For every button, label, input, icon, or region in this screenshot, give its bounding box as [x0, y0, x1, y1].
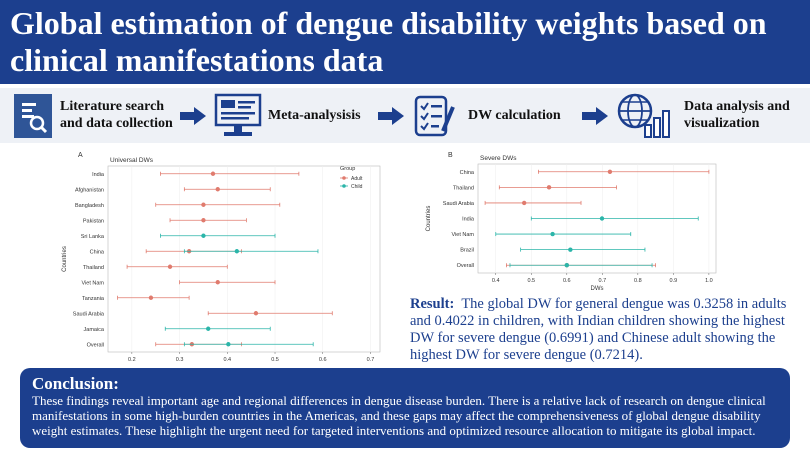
y-tick-label: Saudi Arabia — [443, 201, 475, 207]
y-tick-label: Thailand — [453, 185, 474, 191]
y-tick-label: Saudi Arabia — [73, 311, 105, 317]
y-tick-label: Viet Nam — [81, 280, 104, 286]
x-tick-label: 0.6 — [563, 278, 571, 284]
result-text: The global DW for general dengue was 0.3… — [410, 296, 787, 363]
legend-swatch — [342, 176, 346, 180]
estimate-point — [210, 171, 216, 176]
y-tick-label: Brazil — [460, 248, 474, 254]
y-tick-label: China — [460, 170, 475, 176]
page-title: Global estimation of dengue disability w… — [10, 5, 767, 78]
checklist-icon — [414, 95, 455, 137]
estimate-point — [546, 185, 552, 190]
forest-plot-universal: A Universal DWs Countries 0.2 0.3 0.4 0.5 0.6 0.… — [62, 152, 381, 363]
plot-frame — [107, 165, 381, 353]
result-label: Result: — [410, 296, 455, 312]
computer-monitor-icon — [214, 93, 262, 136]
y-tick-label: Viet Nam — [451, 232, 474, 238]
step-dw-calculation: DW calculation — [468, 108, 561, 123]
title-banner: Global estimation of dengue disability w… — [0, 0, 810, 84]
x-tick-label: 0.3 — [176, 357, 184, 363]
conclusion-text: These findings reveal important age and … — [32, 393, 766, 438]
estimate-point — [234, 249, 240, 254]
estimate-point — [550, 231, 555, 237]
x-tick-label: 1.0 — [705, 278, 713, 284]
estimate-point — [201, 202, 206, 207]
conclusion-title: Conclusion: — [32, 374, 119, 393]
estimate-point — [564, 263, 570, 268]
document-search-icon — [14, 94, 52, 138]
x-tick-label: 0.8 — [634, 278, 642, 284]
step-meta-analysis: Meta-analysisis — [268, 108, 361, 123]
y-tick-label: Jamaica — [84, 327, 105, 333]
x-tick-label: 0.5 — [527, 278, 535, 284]
estimate-point — [206, 326, 211, 331]
legend-swatch — [342, 184, 346, 188]
y-tick-label: Tanzania — [82, 296, 105, 302]
y-tick-label: Pakistan — [83, 218, 104, 224]
globe-chart-icon — [617, 93, 670, 138]
y-tick-label: India — [462, 217, 475, 223]
y-tick-label: Bangladesh — [75, 203, 104, 209]
y-tick-label: China — [90, 249, 105, 255]
estimate-point — [521, 200, 527, 206]
estimate-point — [607, 169, 613, 174]
legend-label: Child — [351, 184, 363, 190]
legend-label: Adult — [351, 176, 363, 182]
y-tick-label: Overall — [457, 263, 474, 269]
chart-title: Universal DWs — [110, 157, 154, 164]
y-tick-label: Afghanistan — [75, 187, 104, 193]
x-tick-label: 0.6 — [319, 357, 327, 363]
y-tick-label: Overall — [87, 342, 104, 348]
result-summary: Result: The global DW for general dengue… — [410, 296, 805, 364]
x-tick-label: 0.5 — [271, 357, 279, 363]
y-tick-label: Sri Lanka — [81, 234, 105, 240]
y-tick-label: India — [92, 172, 105, 178]
panel-letter: B — [448, 152, 453, 159]
step-data-analysis: Data analysis and visualization — [684, 99, 790, 131]
step-literature-search: Literature search and data collection — [60, 99, 173, 131]
x-tick-label: 0.4 — [492, 278, 500, 284]
estimate-point — [215, 280, 220, 285]
estimate-point — [148, 295, 154, 300]
x-axis-label: DWs — [591, 286, 604, 290]
estimate-point — [215, 187, 220, 192]
estimate-point — [167, 264, 173, 269]
x-tick-label: 0.2 — [128, 357, 136, 363]
legend-title: Group — [340, 166, 355, 172]
x-tick-label: 0.9 — [670, 278, 678, 284]
estimate-point — [568, 247, 573, 252]
y-tick-label: Thailand — [83, 265, 104, 271]
conclusion-box: Conclusion: These findings reveal import… — [20, 368, 790, 448]
estimate-point — [253, 311, 259, 316]
estimate-point — [599, 216, 605, 221]
estimate-point — [201, 233, 206, 238]
arrow-right-icon — [582, 107, 608, 125]
workflow-bar: Literature search and data collection Me… — [0, 88, 810, 143]
arrow-right-icon — [180, 107, 206, 125]
estimate-point — [201, 218, 206, 223]
x-tick-label: 0.7 — [599, 278, 607, 284]
x-tick-label: 0.7 — [367, 357, 375, 363]
arrow-right-icon — [378, 107, 404, 125]
chart-title: Severe DWs — [480, 155, 517, 162]
y-axis-label: Countries — [62, 246, 68, 272]
forest-plot-severe: B Severe DWs Countries DWs 0.4 0.5 0.6 0.7 0.8 0.… — [426, 152, 717, 290]
panel-letter: A — [78, 152, 83, 159]
y-axis-label: Countries — [426, 206, 432, 232]
estimate-point — [226, 342, 231, 347]
x-tick-label: 0.4 — [223, 357, 231, 363]
